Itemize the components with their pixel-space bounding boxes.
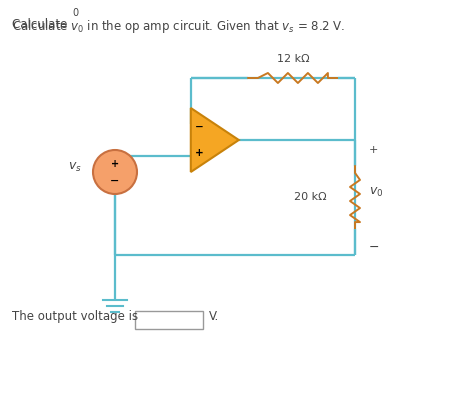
Text: Calculate: Calculate (12, 18, 71, 31)
Text: 12 kΩ: 12 kΩ (277, 54, 309, 64)
Text: V.: V. (209, 310, 219, 323)
Text: +: + (111, 159, 119, 169)
Text: $v_s$: $v_s$ (68, 160, 82, 174)
Text: $v_0$: $v_0$ (369, 186, 383, 199)
Circle shape (93, 150, 137, 194)
Text: Calculate $v_0$ in the op amp circuit. Given that $v_s$ = 8.2 V.: Calculate $v_0$ in the op amp circuit. G… (12, 18, 345, 35)
Text: −: − (110, 176, 120, 186)
Bar (135, 311, 203, 329)
Text: −: − (369, 241, 380, 254)
Text: −: − (194, 122, 203, 131)
Text: 20 kΩ: 20 kΩ (294, 193, 326, 202)
Text: 0: 0 (72, 8, 78, 18)
Polygon shape (191, 108, 239, 172)
Text: The output voltage is: The output voltage is (12, 310, 138, 323)
Text: +: + (369, 145, 378, 155)
Text: +: + (194, 148, 203, 158)
